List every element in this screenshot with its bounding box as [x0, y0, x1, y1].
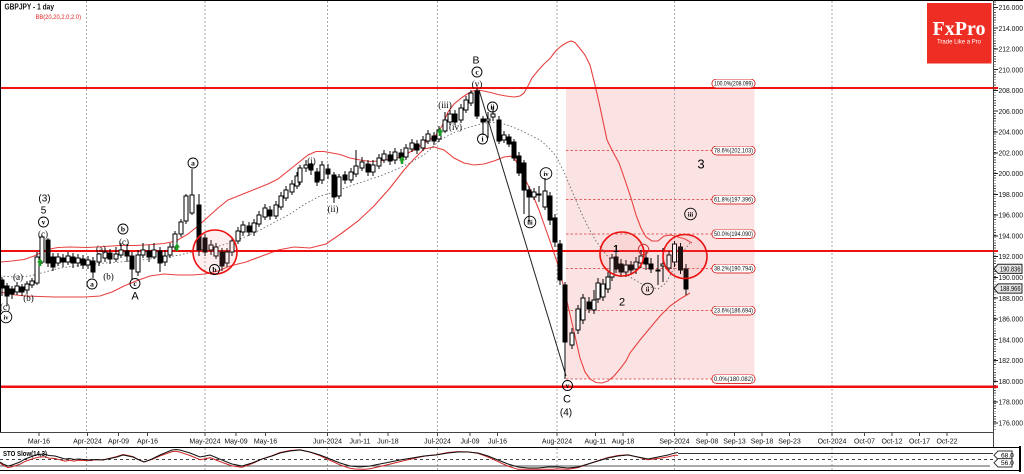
svg-text:5: 5 [41, 206, 47, 217]
svg-text:Aug-2024: Aug-2024 [542, 439, 572, 446]
svg-text:(v): (v) [472, 79, 483, 89]
svg-text:(b): (b) [23, 293, 34, 303]
svg-text:(a): (a) [13, 272, 23, 282]
svg-text:180.000: 180.000 [999, 377, 1024, 386]
svg-text:Oct-2024: Oct-2024 [818, 439, 847, 446]
svg-text:May-16: May-16 [254, 439, 277, 446]
svg-text:Oct-22: Oct-22 [936, 439, 957, 446]
svg-text:196.000: 196.000 [999, 211, 1024, 220]
svg-text:Jun-18: Jun-18 [377, 439, 399, 446]
svg-text:v: v [566, 381, 570, 390]
svg-text:C: C [563, 394, 571, 406]
svg-text:38.2%(190.794): 38.2%(190.794) [714, 266, 753, 273]
svg-text:ii: ii [646, 286, 650, 293]
svg-text:(iii): (iii) [438, 100, 452, 110]
svg-text:Oct-12: Oct-12 [881, 439, 902, 446]
svg-text:0.0%(180.082): 0.0%(180.082) [714, 376, 753, 383]
svg-text:ii: ii [490, 103, 494, 112]
svg-text:Sep-23: Sep-23 [778, 439, 801, 446]
svg-text:194.000: 194.000 [999, 232, 1024, 241]
svg-text:50.0%(194.090): 50.0%(194.090) [714, 231, 753, 238]
svg-text:iii: iii [527, 219, 533, 226]
svg-text:(ii): (ii) [328, 204, 339, 214]
svg-text:Apr-16: Apr-16 [137, 439, 158, 446]
svg-text:Apr-09: Apr-09 [108, 439, 129, 446]
svg-text:78.6%(202.103): 78.6%(202.103) [714, 148, 753, 155]
svg-text:190.000: 190.000 [999, 273, 1024, 282]
svg-text:Aug-18: Aug-18 [612, 439, 635, 446]
svg-text:Aug-11: Aug-11 [584, 439, 606, 446]
svg-text:Apr-2024: Apr-2024 [73, 439, 102, 446]
svg-text:Trade Like a Pro: Trade Like a Pro [937, 39, 981, 46]
svg-text:202.000: 202.000 [999, 148, 1024, 157]
svg-text:Sep-13: Sep-13 [723, 439, 746, 446]
svg-text:216.000: 216.000 [999, 3, 1024, 12]
svg-text:Jul-2024: Jul-2024 [424, 439, 451, 446]
svg-text:210.000: 210.000 [999, 65, 1024, 74]
svg-text:a: a [90, 280, 94, 289]
svg-text:Oct-07: Oct-07 [854, 439, 875, 446]
svg-text:a: a [191, 159, 195, 168]
svg-text:c: c [133, 279, 137, 288]
svg-text:FxPro: FxPro [933, 18, 986, 40]
svg-text:May-2024: May-2024 [189, 439, 220, 446]
svg-text:200.000: 200.000 [999, 169, 1024, 178]
svg-text:Oct-17: Oct-17 [909, 439, 930, 446]
svg-text:(b): (b) [103, 272, 114, 282]
svg-text:212.000: 212.000 [999, 45, 1024, 54]
svg-text:182.000: 182.000 [999, 356, 1024, 365]
svg-text:184.000: 184.000 [999, 335, 1024, 344]
svg-text:(a): (a) [96, 244, 106, 254]
svg-text:(3): (3) [38, 194, 50, 205]
svg-text:STO Slow(14,3): STO Slow(14,3) [3, 451, 47, 458]
svg-text:56.0: 56.0 [1001, 460, 1014, 467]
svg-text:iii: iii [688, 211, 694, 218]
svg-text:176.000: 176.000 [999, 418, 1024, 427]
svg-text:23.6%(186.694): 23.6%(186.694) [714, 308, 753, 315]
svg-text:208.000: 208.000 [999, 86, 1024, 95]
svg-text:Jun-11: Jun-11 [350, 439, 371, 446]
svg-text:100.0%(208.099): 100.0%(208.099) [714, 81, 753, 88]
svg-text:214.000: 214.000 [999, 24, 1024, 33]
svg-text:i: i [481, 135, 483, 144]
svg-text:Sep-18: Sep-18 [751, 439, 774, 446]
svg-text:iv: iv [3, 314, 9, 321]
svg-text:B: B [472, 54, 479, 66]
svg-text:Sep-2024: Sep-2024 [659, 439, 689, 446]
svg-text:186.000: 186.000 [999, 315, 1024, 324]
svg-text:Jul-16: Jul-16 [488, 439, 507, 446]
svg-text:(c): (c) [38, 229, 48, 239]
svg-text:Mar-16: Mar-16 [28, 439, 50, 446]
svg-text:(c): (c) [0, 302, 10, 312]
svg-text:178.000: 178.000 [999, 398, 1024, 407]
svg-text:198.000: 198.000 [999, 190, 1024, 199]
svg-text:188.000: 188.000 [999, 294, 1024, 303]
svg-text:c: c [475, 68, 479, 77]
svg-text:68.0: 68.0 [1001, 453, 1014, 460]
svg-text:GBPJPY - 1 day: GBPJPY - 1 day [5, 2, 55, 12]
svg-text:(iv): (iv) [449, 122, 462, 132]
svg-text:(i): (i) [307, 156, 316, 166]
svg-text:3: 3 [697, 157, 704, 172]
svg-text:192.000: 192.000 [999, 252, 1024, 261]
svg-text:206.000: 206.000 [999, 107, 1024, 116]
svg-text:May-09: May-09 [224, 439, 247, 446]
svg-text:(4): (4) [560, 408, 572, 419]
svg-text:61.8%(197.396): 61.8%(197.396) [714, 197, 753, 204]
svg-text:(c): (c) [119, 237, 129, 247]
svg-text:188.966: 188.966 [1000, 284, 1021, 293]
svg-text:b: b [121, 225, 125, 234]
svg-text:204.000: 204.000 [999, 128, 1024, 137]
svg-text:v: v [42, 218, 46, 227]
svg-text:1: 1 [613, 244, 619, 255]
svg-text:b: b [212, 265, 216, 274]
svg-text:Jul-09: Jul-09 [460, 439, 479, 446]
svg-text:Jun-2024: Jun-2024 [313, 439, 342, 446]
svg-text:190.836: 190.836 [1000, 264, 1021, 273]
svg-text:BB(20,20,2.0,2.0): BB(20,20,2.0,2.0) [36, 14, 82, 21]
svg-text:2: 2 [619, 297, 625, 309]
svg-text:A: A [131, 291, 139, 303]
svg-text:Sep-08: Sep-08 [696, 439, 719, 446]
svg-text:iv: iv [543, 171, 549, 178]
